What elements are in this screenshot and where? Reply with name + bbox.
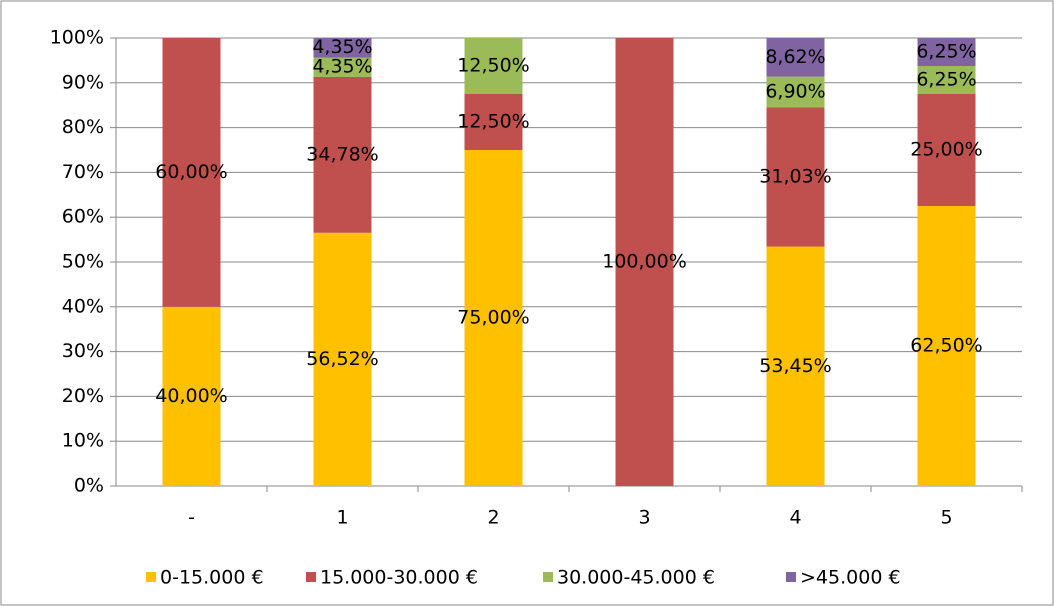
legend-label: 15.000-30.000 €	[320, 567, 478, 589]
x-tick-label: -	[188, 507, 195, 529]
bar-segment	[313, 57, 372, 77]
legend-label: >45.000 €	[800, 567, 901, 589]
bar-segment	[313, 76, 372, 233]
data-label: 6,90%	[765, 81, 825, 103]
legend-swatch	[543, 572, 553, 582]
y-tick-label: 10%	[62, 430, 104, 452]
data-label: 12,50%	[457, 111, 529, 133]
data-label: 4,35%	[312, 56, 372, 78]
legend-swatch	[786, 572, 796, 582]
data-label: 6,25%	[916, 69, 976, 91]
bar-segment	[313, 232, 372, 486]
legend-label: 0-15.000 €	[160, 567, 264, 589]
data-label: 34,78%	[306, 143, 378, 165]
bar-segment	[464, 150, 523, 486]
bar-segment	[162, 306, 221, 486]
bar-segment	[615, 38, 674, 486]
x-tick-label: 3	[638, 507, 650, 529]
bar-segment	[162, 38, 221, 307]
data-label: 60,00%	[155, 161, 227, 183]
y-tick-label: 90%	[62, 71, 104, 93]
bar-segment	[766, 246, 825, 486]
y-tick-label: 80%	[62, 116, 104, 138]
y-tick-label: 100%	[50, 27, 104, 49]
data-label: 12,50%	[457, 55, 529, 77]
bar-segment	[766, 107, 825, 247]
y-tick-label: 30%	[62, 340, 104, 362]
legend-label: 30.000-45.000 €	[557, 567, 715, 589]
bar-segment	[917, 206, 976, 486]
data-label: 4,35%	[312, 36, 372, 58]
bar-segment	[766, 38, 825, 77]
data-label: 100,00%	[602, 251, 687, 273]
data-label: 75,00%	[457, 307, 529, 329]
y-tick-label: 20%	[62, 385, 104, 407]
x-tick-label: 5	[940, 507, 952, 529]
bar-segment	[313, 38, 372, 58]
x-tick-label: 4	[789, 507, 801, 529]
bar-segment	[464, 94, 523, 150]
data-label: 40,00%	[155, 385, 227, 407]
data-label: 6,25%	[916, 41, 976, 63]
y-tick-label: 0%	[74, 475, 104, 497]
data-label: 25,00%	[910, 139, 982, 161]
y-tick-label: 70%	[62, 161, 104, 183]
bar-segment	[766, 76, 825, 108]
legend-swatch	[146, 572, 156, 582]
y-tick-label: 50%	[62, 251, 104, 273]
x-tick-label: 1	[336, 507, 348, 529]
data-label: 31,03%	[759, 166, 831, 188]
data-label: 56,52%	[306, 348, 378, 370]
y-tick-label: 60%	[62, 206, 104, 228]
data-label: 8,62%	[765, 46, 825, 68]
data-label: 53,45%	[759, 355, 831, 377]
bar-segment	[917, 66, 976, 94]
bar-segment	[917, 38, 976, 66]
bar-segment	[464, 38, 523, 94]
y-tick-label: 40%	[62, 295, 104, 317]
data-label: 62,50%	[910, 335, 982, 357]
x-tick-label: 2	[487, 507, 499, 529]
legend-swatch	[306, 572, 316, 582]
bar-segment	[917, 94, 976, 206]
